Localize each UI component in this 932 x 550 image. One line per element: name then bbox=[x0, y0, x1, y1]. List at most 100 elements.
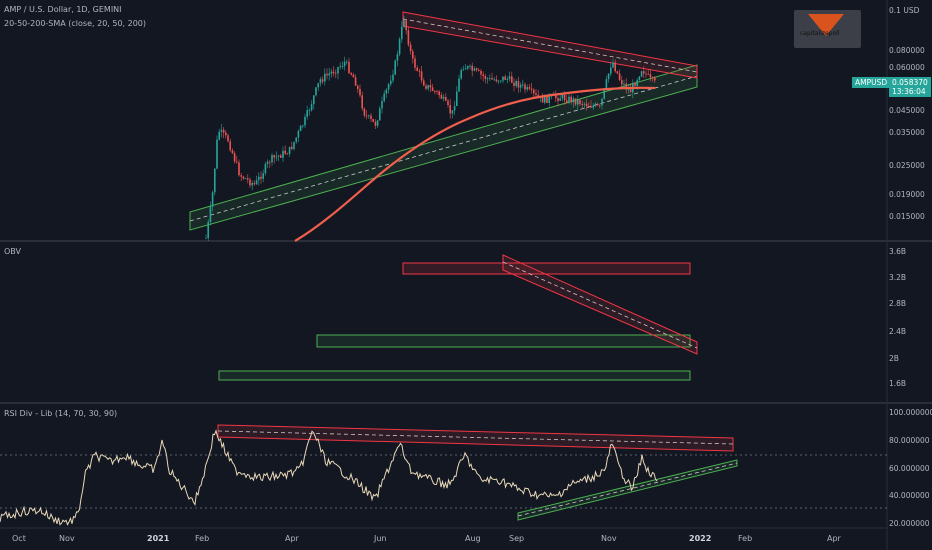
candle-body bbox=[299, 125, 302, 132]
candle-body bbox=[621, 80, 623, 85]
obv-title[interactable]: OBV bbox=[4, 247, 22, 256]
candle-body bbox=[528, 87, 531, 89]
candle-body bbox=[651, 77, 654, 79]
candle-body bbox=[431, 87, 434, 91]
price-tick: 0.060000 bbox=[889, 63, 925, 72]
candle-body bbox=[233, 153, 236, 162]
candle-body bbox=[394, 60, 396, 75]
candle-body bbox=[429, 85, 432, 88]
time-label: Oct bbox=[12, 534, 26, 543]
candle-body bbox=[390, 80, 392, 85]
candle-body bbox=[227, 135, 229, 142]
candle-body bbox=[352, 74, 355, 78]
time-label-year: 2021 bbox=[147, 534, 170, 543]
candle-body bbox=[491, 77, 493, 80]
obv-pane[interactable] bbox=[218, 254, 698, 381]
candle-body bbox=[293, 141, 295, 150]
candle-body bbox=[475, 68, 478, 71]
candle-body bbox=[486, 78, 489, 80]
candle-body bbox=[403, 20, 405, 27]
candle-body bbox=[610, 67, 612, 74]
candle-body bbox=[385, 89, 388, 94]
candle-body bbox=[350, 73, 352, 75]
candle-body bbox=[288, 146, 291, 154]
resistance-channel-mid bbox=[402, 18, 698, 73]
candle-body bbox=[482, 74, 484, 77]
candle-body bbox=[418, 70, 421, 72]
candle-body bbox=[396, 54, 399, 61]
candle-body bbox=[654, 77, 656, 81]
sma200-line bbox=[294, 86, 656, 242]
candle-body bbox=[225, 132, 227, 136]
rsi-pane[interactable] bbox=[0, 424, 887, 526]
candle-body bbox=[601, 98, 603, 106]
price-tick: 0.025000 bbox=[889, 161, 925, 170]
candle-body bbox=[629, 89, 632, 93]
candle-body bbox=[585, 103, 588, 106]
candle-body bbox=[414, 58, 416, 68]
candle-body bbox=[313, 95, 315, 105]
support-channel bbox=[189, 64, 698, 231]
obv-resistance-box bbox=[402, 262, 691, 275]
candle-body bbox=[627, 89, 630, 91]
rsi-support-channel bbox=[517, 459, 738, 521]
candle-body bbox=[438, 91, 440, 96]
candle-body bbox=[500, 80, 502, 82]
candle-body bbox=[284, 150, 286, 154]
rsi-resistance-channel bbox=[217, 424, 734, 452]
candle-body bbox=[524, 84, 526, 90]
candle-body bbox=[260, 176, 262, 179]
candle-body bbox=[412, 51, 414, 59]
candle-body bbox=[449, 105, 451, 114]
price-tick: 0.015000 bbox=[889, 212, 925, 221]
candle-body bbox=[398, 39, 401, 55]
sma-indicator-label[interactable]: 20-50-200-SMA (close, 20, 50, 200) bbox=[4, 19, 147, 28]
candle-body bbox=[291, 146, 293, 150]
candle-body bbox=[266, 161, 269, 164]
rsi-line bbox=[0, 429, 658, 526]
obv-support-box-2 bbox=[218, 370, 691, 381]
time-label: Aug bbox=[465, 534, 481, 543]
candle-body bbox=[625, 83, 627, 90]
price-pane[interactable] bbox=[189, 11, 698, 242]
time-label: Sep bbox=[509, 534, 525, 543]
candle-body bbox=[335, 73, 337, 75]
rsi-title[interactable]: RSI Div - Lib (14, 70, 30, 90) bbox=[4, 409, 118, 418]
candle-body bbox=[568, 96, 570, 103]
candle-body bbox=[640, 71, 643, 77]
candle-body bbox=[370, 115, 372, 120]
candle-body bbox=[359, 88, 361, 96]
candle-body bbox=[407, 30, 410, 45]
candle-body bbox=[603, 88, 605, 99]
candle-body bbox=[280, 155, 282, 158]
candle-body bbox=[442, 97, 445, 99]
time-label: Feb bbox=[195, 534, 210, 543]
candle-body bbox=[258, 176, 260, 181]
candle-body bbox=[533, 89, 535, 94]
candle-body bbox=[599, 105, 601, 107]
price-candles bbox=[205, 16, 656, 241]
time-label: Jun bbox=[374, 534, 387, 543]
logo-text: capitalizepoll bbox=[800, 30, 840, 37]
resistance-channel bbox=[402, 11, 698, 79]
candle-body bbox=[464, 68, 467, 70]
candle-body bbox=[251, 183, 253, 186]
candle-body bbox=[374, 121, 377, 126]
candle-body bbox=[297, 131, 300, 138]
candle-body bbox=[495, 79, 498, 82]
symbol-title[interactable]: AMP / U.S. Dollar, 1D, GEMINI bbox=[4, 5, 122, 14]
candle-body bbox=[216, 139, 218, 169]
candle-body bbox=[231, 150, 234, 154]
candle-body bbox=[614, 62, 616, 72]
candle-body bbox=[401, 26, 403, 40]
price-tick: 0.035000 bbox=[889, 128, 925, 137]
candle-body bbox=[511, 76, 513, 83]
rsi-tick: 20.000000 bbox=[889, 519, 930, 528]
candle-body bbox=[447, 100, 449, 106]
candle-body bbox=[590, 106, 592, 108]
candle-body bbox=[209, 206, 212, 223]
candle-body bbox=[348, 61, 350, 74]
candle-body bbox=[579, 99, 581, 105]
candle-body bbox=[456, 91, 458, 106]
